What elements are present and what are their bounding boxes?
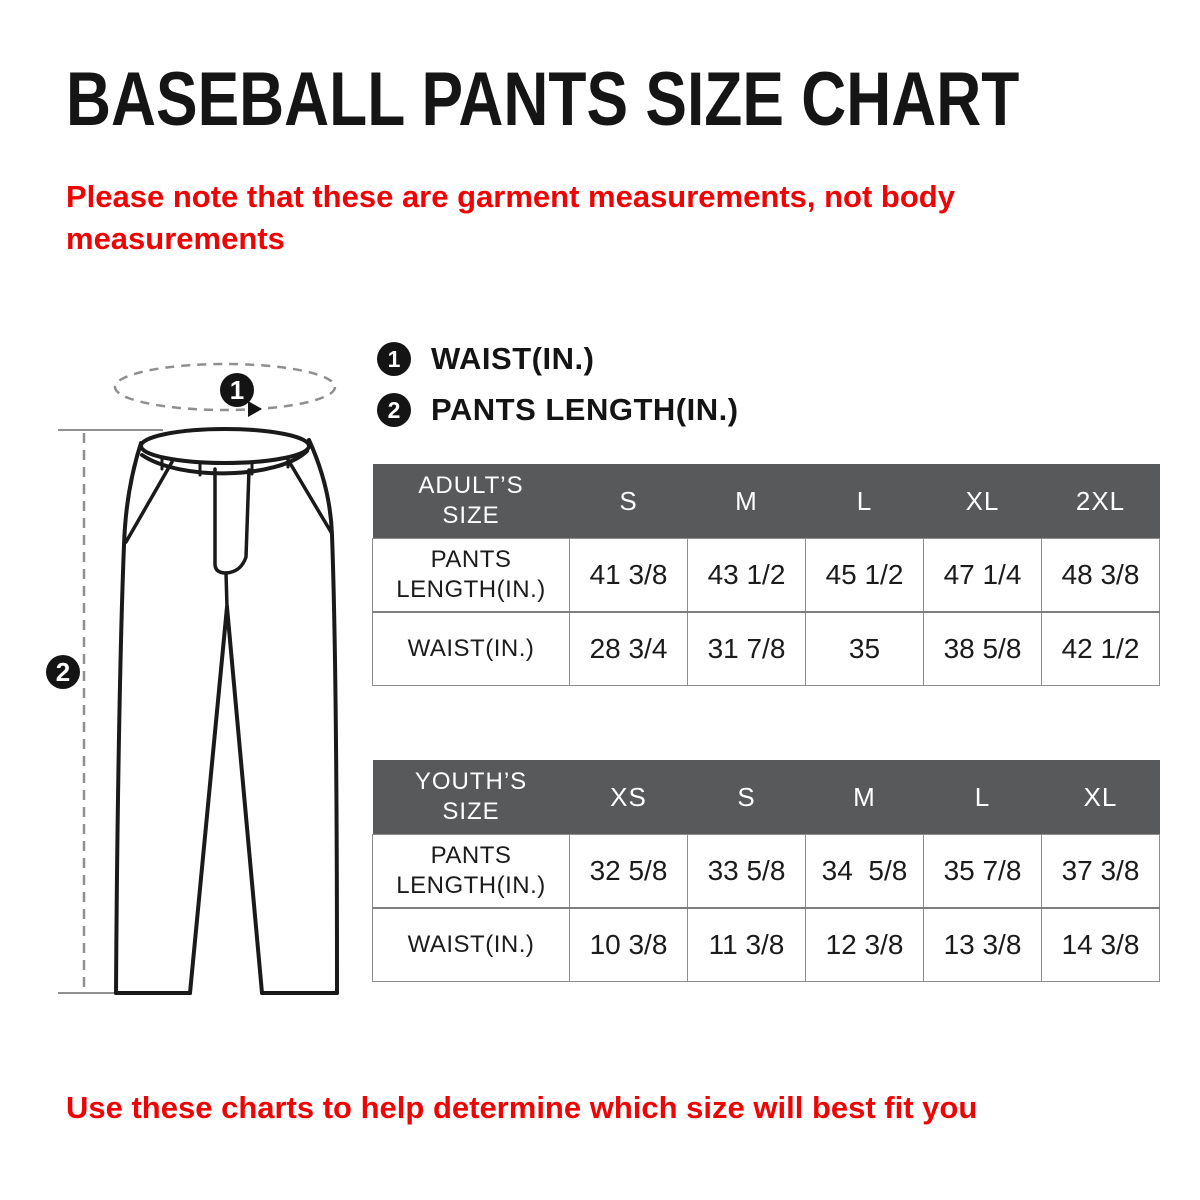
youth-waist-l: 13 3/8 [923,907,1042,982]
adult-col-s: S [569,464,688,539]
adult-waist-2xl: 42 1/2 [1041,611,1160,686]
row-label-pants-length: PANTS LENGTH(IN.) [372,538,570,613]
diagram-marker-1-number: 1 [230,375,244,405]
legend-item-pants-length: 2 PANTS LENGTH(IN.) [377,392,739,428]
marker-2-number: 2 [387,396,401,423]
adult-table-title: ADULT’S SIZE [372,464,570,539]
adult-pants-length-row: PANTS LENGTH(IN.) 41 3/8 43 1/2 45 1/2 4… [372,538,1160,613]
youth-length-xl: 37 3/8 [1041,834,1160,909]
adult-col-l: L [805,464,924,539]
youth-length-s: 33 5/8 [687,834,806,909]
youth-table-title: YOUTH’S SIZE [372,760,570,835]
adult-header-row: ADULT’S SIZE S M L XL 2XL [372,464,1160,539]
legend-label-waist: WAIST(IN.) [431,341,595,376]
legend-label-pants-length: PANTS LENGTH(IN.) [431,392,739,427]
left-inseam [188,605,229,995]
youth-length-l: 35 7/8 [923,834,1042,909]
row-label-pants-length: PANTS LENGTH(IN.) [372,834,570,909]
waistband-top [139,427,311,465]
row-label-waist: WAIST(IN.) [372,611,570,686]
adult-waist-xl: 38 5/8 [923,611,1042,686]
adult-length-m: 43 1/2 [687,538,806,613]
adult-waist-s: 28 3/4 [569,611,688,686]
adult-waist-l: 35 [805,611,924,686]
adult-length-xl: 47 1/4 [923,538,1042,613]
adult-col-m: M [687,464,806,539]
crotch-seam [224,571,229,609]
row-label-waist: WAIST(IN.) [372,907,570,982]
right-inseam [225,605,264,995]
marker-1-number: 1 [387,345,401,372]
youth-waist-m: 12 3/8 [805,907,924,982]
youth-waist-row: WAIST(IN.) 10 3/8 11 3/8 12 3/8 13 3/8 1… [372,907,1160,982]
marker-2-icon: 2 [377,393,411,427]
youth-col-xl: XL [1041,760,1160,835]
youth-pants-length-row: PANTS LENGTH(IN.) 32 5/8 33 5/8 34 5/8 3… [372,834,1160,909]
waist-arrow-icon [248,401,262,417]
legend-item-waist: 1 WAIST(IN.) [377,341,739,377]
adult-waist-m: 31 7/8 [687,611,806,686]
page-title: BASEBALL PANTS SIZE CHART [66,57,1020,142]
youth-waist-xs: 10 3/8 [569,907,688,982]
diagram-marker-1-icon: 1 [220,373,254,407]
adult-col-xl: XL [923,464,1042,539]
diagram-marker-2-number: 2 [56,657,70,687]
pants-measurement-diagram: 1 2 [46,362,339,995]
youth-col-l: L [923,760,1042,835]
youth-length-xs: 32 5/8 [569,834,688,909]
youth-col-s: S [687,760,806,835]
pants-outline [114,427,339,995]
youth-length-m: 34 5/8 [805,834,924,909]
diagram-marker-2-icon: 2 [46,655,80,689]
left-outer-seam [114,441,143,995]
youth-col-xs: XS [569,760,688,835]
adult-size-table: ADULT’S SIZE S M L XL 2XL PANTS LENGTH(I… [372,464,1160,686]
youth-header-row: YOUTH’S SIZE XS S M L XL [372,760,1160,835]
youth-col-m: M [805,760,924,835]
right-pocket-seam [285,456,333,534]
youth-size-table: YOUTH’S SIZE XS S M L XL PANTS LENGTH(IN… [372,760,1160,982]
youth-waist-xl: 14 3/8 [1041,907,1160,982]
adult-length-2xl: 48 3/8 [1041,538,1160,613]
marker-1-icon: 1 [377,342,411,376]
left-pocket-seam [124,460,174,544]
waist-measure-dashed-ellipse [113,362,337,412]
adult-waist-row: WAIST(IN.) 28 3/4 31 7/8 35 38 5/8 42 1/… [372,611,1160,686]
adult-length-l: 45 1/2 [805,538,924,613]
adult-col-2xl: 2XL [1041,464,1160,539]
adult-length-s: 41 3/8 [569,538,688,613]
measurement-legend: 1 WAIST(IN.) 2 PANTS LENGTH(IN.) [377,341,739,443]
right-outer-seam [307,438,339,995]
garment-measurement-note: Please note that these are garment measu… [66,179,955,256]
fly-seam [213,467,251,575]
size-fit-note: Use these charts to help determine which… [66,1090,978,1125]
youth-waist-s: 11 3/8 [687,907,806,982]
waistband-bottom [140,449,309,476]
